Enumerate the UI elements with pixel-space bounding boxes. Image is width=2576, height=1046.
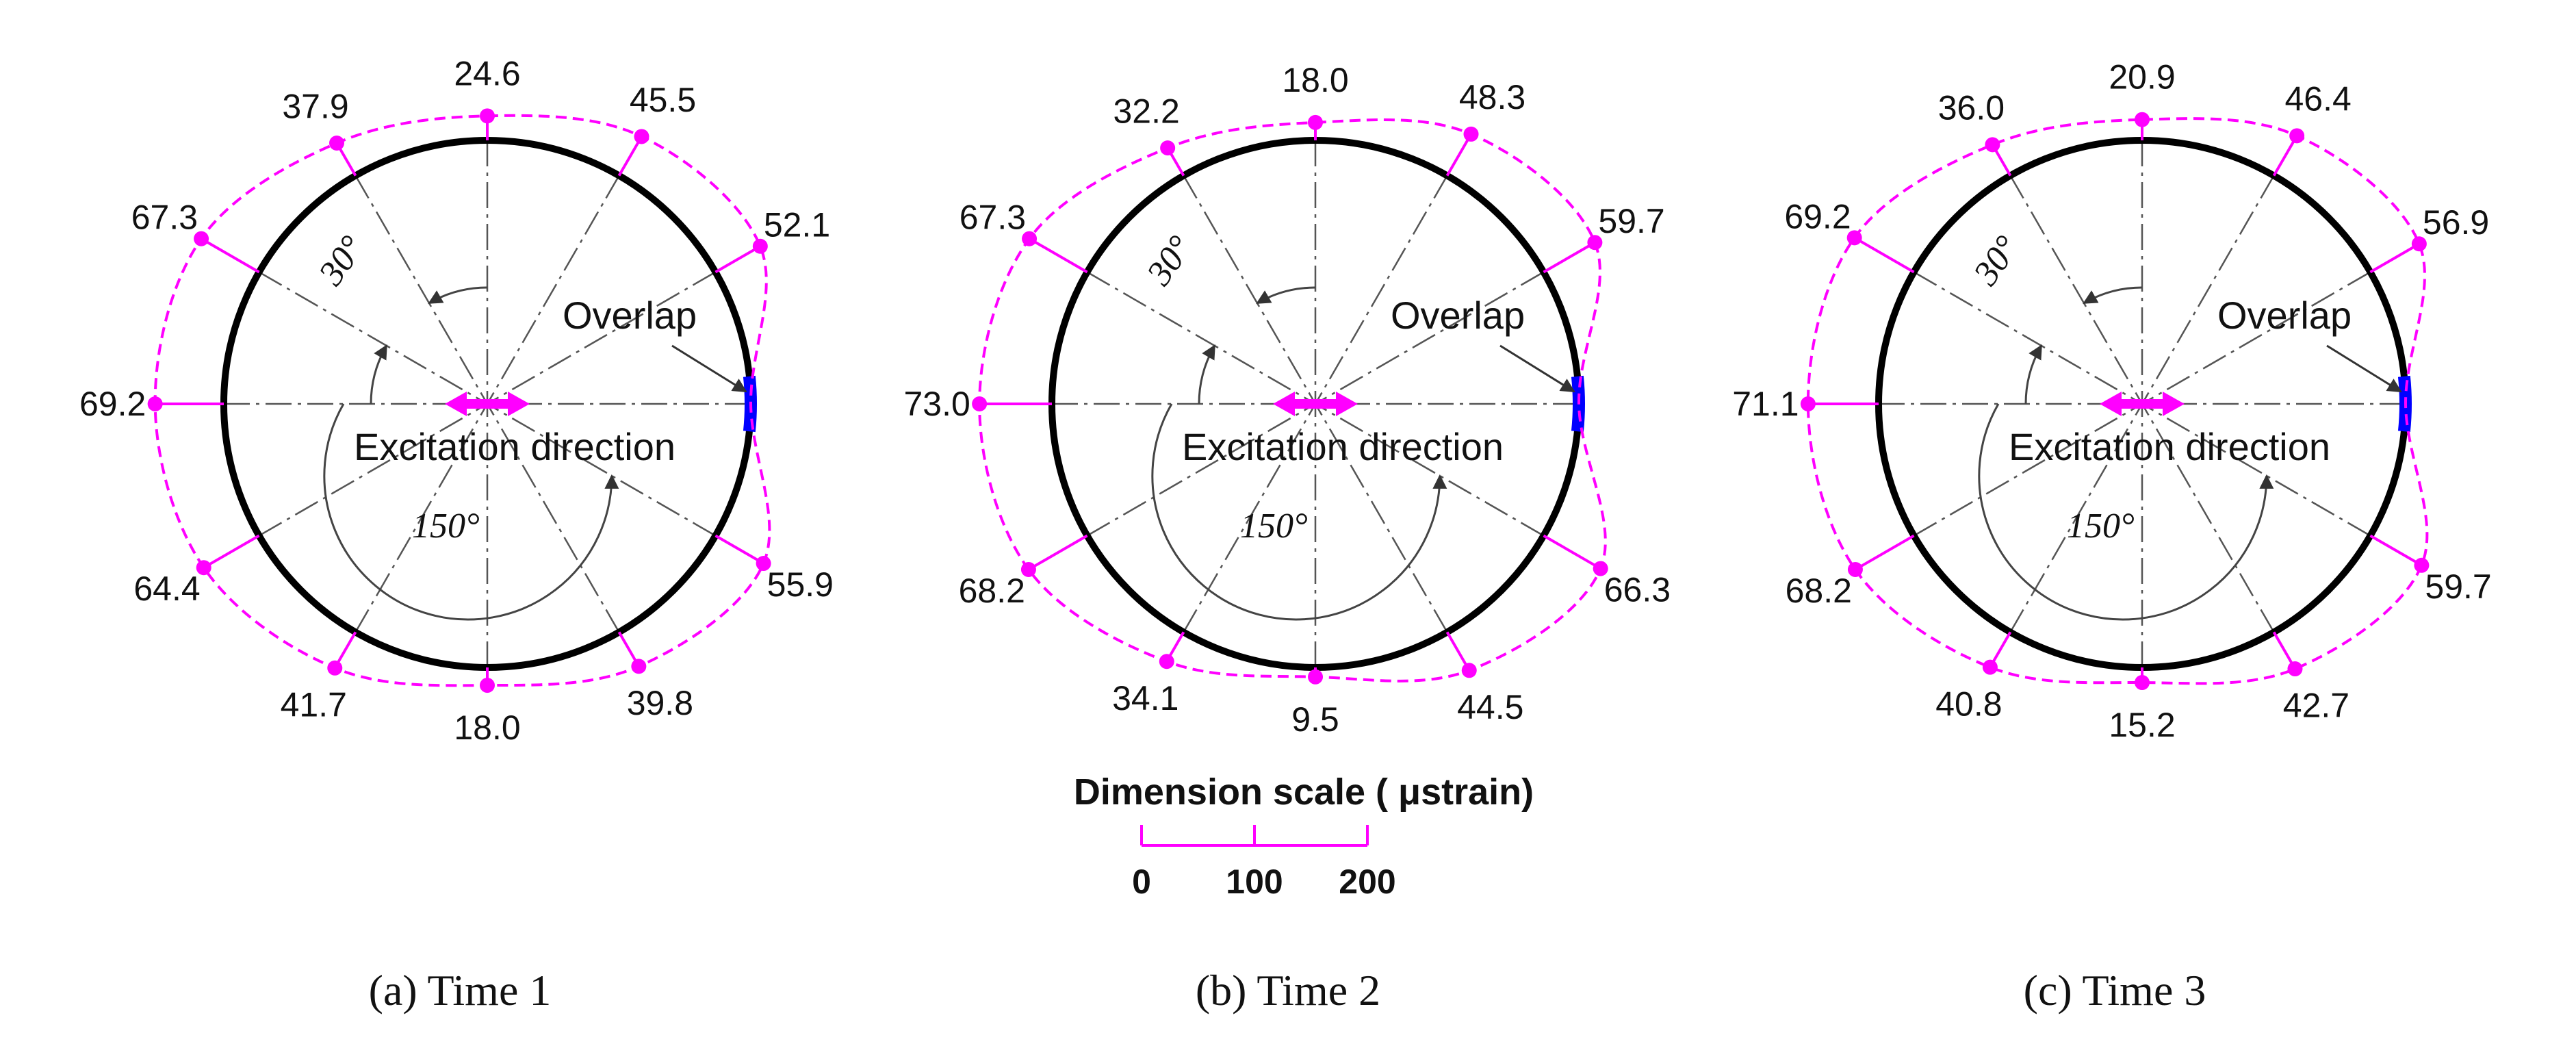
angle-arc-30-lower — [1198, 344, 1216, 405]
excitation-arrow-right-head — [2163, 392, 2185, 416]
angle-label-30: 30° — [1139, 229, 1200, 293]
strain-leader-line — [1029, 237, 1088, 274]
strain-value-label: 18.0 — [1282, 61, 1348, 99]
strain-value-label: 40.8 — [1935, 685, 2002, 723]
angle-arc-30-lower — [2024, 344, 2043, 405]
panel-caption: (b) Time 2 — [1196, 966, 1380, 1015]
overlap-label: Overlap — [2217, 294, 2352, 337]
strain-value-label: 41.7 — [281, 685, 347, 724]
excitation-arrow-right-head — [1336, 392, 1358, 416]
strain-leader-line — [1543, 241, 1596, 274]
strain-value-label: 39.8 — [627, 684, 693, 722]
strain-value-label: 69.2 — [1784, 197, 1851, 235]
excitation-arrow-right-head — [508, 392, 530, 416]
angle-arc-150 — [1978, 403, 2274, 621]
strain-value-label: 59.7 — [1598, 202, 1664, 240]
strain-leader-line — [2272, 135, 2298, 177]
strain-point — [2135, 675, 2150, 691]
strain-value-label: 24.6 — [454, 54, 520, 92]
strain-value-label: 71.1 — [1732, 385, 1799, 423]
panel-caption: (c) Time 3 — [2024, 966, 2206, 1015]
strain-value-label: 42.7 — [2283, 687, 2349, 725]
strain-value-label: 55.9 — [767, 565, 834, 604]
angle-label-30: 30° — [1966, 229, 2027, 293]
strain-point — [1800, 396, 1816, 411]
excitation-label: Excitation direction — [1182, 425, 1504, 468]
angle-arc-150 — [1151, 403, 1447, 621]
strain-leader-line — [714, 534, 764, 565]
angle-label-150: 150° — [2067, 507, 2135, 546]
overlap-arrow — [671, 344, 747, 393]
strain-leader-line — [201, 237, 260, 274]
overlap-label: Overlap — [1391, 294, 1525, 337]
excitation-label: Excitation direction — [2009, 425, 2330, 468]
strain-value-label: 9.5 — [1291, 700, 1339, 739]
strain-leader-line — [714, 244, 761, 274]
strain-value-label: 64.4 — [133, 570, 200, 608]
strain-value-label: 48.3 — [1459, 78, 1525, 116]
strain-panel: 24.6 45.5 52.1 55.9 39.8 18.0 41.7 64.4 69.2 67.3… — [79, 54, 834, 1015]
strain-value-label: 45.5 — [630, 81, 696, 119]
scale-tick-label: 200 — [1339, 863, 1395, 901]
excitation-arrow-left-head — [445, 392, 467, 416]
strain-value-label: 68.2 — [959, 572, 1025, 610]
overlap-arrow — [1499, 344, 1575, 393]
strain-point — [2414, 557, 2430, 573]
scale-tick-label: 100 — [1226, 863, 1283, 901]
strain-value-label: 18.0 — [454, 709, 520, 747]
strain-value-label: 69.2 — [79, 385, 146, 423]
strain-value-label: 36.0 — [1938, 89, 2005, 127]
excitation-label: Excitation direction — [354, 425, 675, 468]
strain-value-label: 66.3 — [1604, 571, 1671, 609]
strain-value-label: 15.2 — [2109, 706, 2175, 744]
strain-value-label: 59.7 — [2425, 567, 2491, 606]
angle-label-150: 150° — [1240, 507, 1308, 546]
strain-value-label: 67.3 — [131, 199, 198, 237]
strain-leader-line — [1854, 534, 1915, 571]
scale-title: Dimension scale ( μstrain) — [1074, 771, 1534, 813]
angle-label-30: 30° — [311, 229, 372, 293]
strain-value-label: 37.9 — [282, 87, 348, 125]
angle-arc-30-lower — [370, 344, 388, 405]
angle-arc-30 — [1256, 286, 1316, 305]
strain-point — [1985, 137, 2000, 153]
strain-value-label: 56.9 — [2423, 203, 2489, 242]
angle-arc-30 — [2083, 286, 2143, 305]
dimension-scale: Dimension scale ( μstrain) 0 100 200 — [1074, 771, 1534, 901]
panel-caption: (a) Time 1 — [369, 966, 552, 1015]
strain-value-label: 52.1 — [764, 206, 830, 244]
strain-leader-line — [2369, 534, 2423, 567]
strain-point — [1982, 659, 1998, 675]
angle-label-150: 150° — [412, 507, 480, 546]
strain-value-label: 32.2 — [1113, 92, 1179, 130]
strain-envelope — [978, 118, 1607, 683]
strain-value-label: 73.0 — [903, 385, 970, 423]
strain-leader-line — [1853, 236, 1915, 274]
strain-leader-line — [1027, 534, 1088, 571]
strain-envelope — [153, 114, 771, 687]
strain-value-label: 20.9 — [2109, 58, 2175, 97]
strain-point — [2411, 236, 2427, 252]
scale-tick-label: 0 — [1132, 863, 1151, 901]
strain-leader-line — [2369, 242, 2420, 274]
strain-leader-line — [1445, 133, 1473, 177]
strain-point — [2287, 661, 2303, 677]
strain-value-label: 46.4 — [2284, 80, 2351, 118]
strain-value-label: 68.2 — [1786, 572, 1852, 610]
excitation-arrow-left-head — [1273, 392, 1295, 416]
strain-value-label: 44.5 — [1457, 688, 1523, 726]
strain-panel: 20.9 46.4 56.9 59.7 42.7 15.2 40.8 68.2 71.1 69.2… — [1732, 58, 2492, 1015]
strain-value-label: 34.1 — [1112, 679, 1178, 717]
overlap-label: Overlap — [563, 294, 697, 337]
strain-leader-line — [203, 534, 260, 569]
strain-value-label: 67.3 — [959, 199, 1026, 237]
angle-arc-150 — [323, 403, 619, 621]
excitation-arrow-left-head — [2100, 392, 2122, 416]
overlap-arrow — [2326, 344, 2402, 393]
strain-leader-line — [1543, 534, 1601, 570]
strain-point — [752, 238, 768, 254]
strain-panel: 18.0 48.3 59.7 66.3 44.5 9.5 34.1 68.2 73.0 67.3 3… — [903, 61, 1671, 1015]
angle-arc-30 — [428, 286, 488, 305]
